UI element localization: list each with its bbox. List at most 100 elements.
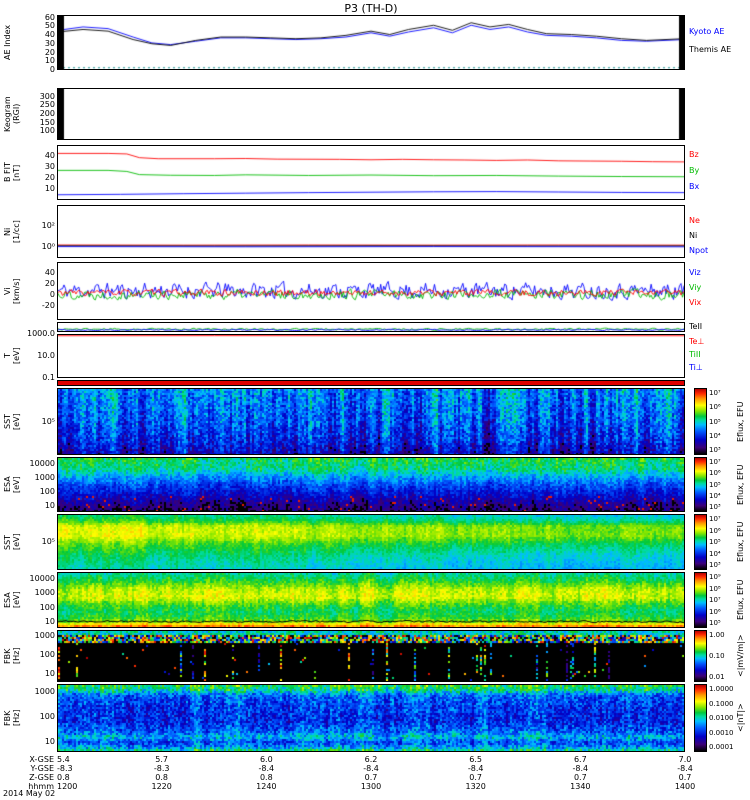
axis-tick-value: 6.0	[259, 755, 273, 764]
esa-ion-y-tick: 1000	[34, 472, 55, 482]
vi-y-axis-label: Vi [km/s]	[3, 278, 21, 304]
axis-tick-value: 0.8	[57, 773, 70, 782]
axis-tick-value: 6.2	[364, 755, 378, 764]
sst-electron-colorbar-tick: 10⁴	[709, 549, 721, 558]
axis-tick-value: 0.7	[573, 773, 587, 782]
vi-canvas	[58, 263, 684, 319]
sst-electron-y-axis-label: SST [eV]	[3, 533, 21, 551]
esa-electron-y-tick: 10	[44, 617, 55, 627]
axis-tick-value: -8.4	[258, 764, 275, 773]
panel-density: Ni [1/cc] 10² 10⁰ Ne Ni Npot	[0, 205, 750, 258]
sst-electron-colorbar	[694, 514, 707, 570]
sst-electron-y-tick: 10⁵	[41, 537, 55, 546]
trace-label-vi-1: Viy	[689, 283, 702, 292]
axis-tick-value: 7.0	[678, 755, 692, 764]
keogram-y-tick: 250	[39, 100, 55, 110]
density-canvas	[58, 206, 684, 257]
vi-y-tick: -20	[41, 301, 55, 311]
trace-label-density-2: Npot	[689, 246, 709, 255]
ae-y-tick: 50	[44, 21, 55, 31]
panel-esa-electron: ESA [eV] 10000 1000 100 10 10⁹ 10⁸ 10⁷ 10⁶ 10⁵ Efl…	[0, 572, 750, 628]
esa-ion-colorbar-tick: 10⁵	[709, 480, 721, 489]
plot-title: P3 (TH-D)	[344, 2, 398, 15]
esa-electron-colorbar-tick: 10⁶	[709, 607, 721, 616]
fbk-b-y-axis-label: FBK [Hz]	[3, 709, 21, 727]
teii-canvas	[58, 323, 684, 331]
sst-ion-colorbar	[694, 388, 707, 455]
esa-electron-colorbar	[694, 572, 707, 628]
sst-electron-colorbar-tick: 10³	[709, 561, 721, 569]
esa-ion-colorbar	[694, 457, 707, 512]
vi-plot-area	[57, 262, 685, 320]
fbk-b-colorbar	[694, 684, 707, 752]
fbk-e-y-tick: 1000	[34, 630, 55, 640]
ae-y-tick: 0	[49, 65, 55, 74]
ae-canvas	[58, 16, 684, 69]
fbk-b-colorbar-unit-label: <|nT|>	[736, 703, 745, 733]
axis-tick-value: 1400	[674, 782, 696, 791]
vi-y-tick: 40	[44, 268, 55, 278]
fbk-b-colorbar-tick: 0.0001	[709, 743, 734, 751]
axis-tick-value: 1300	[360, 782, 382, 791]
trace-label-density-0: Ne	[689, 216, 700, 225]
fbk-e-y-tick: 100	[39, 650, 55, 660]
panel-ae: AE Index 60 50 40 30 20 10 0 Kyoto AE Themis AE	[0, 12, 750, 73]
vi-y-tick: 20	[44, 279, 55, 289]
sst-electron-colorbar-tick: 10⁶	[709, 526, 721, 535]
esa-electron-y-tick: 100	[39, 602, 55, 612]
esa-ion-y-tick: 100	[39, 487, 55, 497]
esa-ion-colorbar-tick: 10⁷	[709, 458, 721, 466]
fbk-e-y-tick: 10	[44, 669, 55, 679]
fbk-b-plot-area	[57, 684, 685, 752]
bfit-plot-area	[57, 145, 685, 200]
keogram-plot-area	[57, 88, 685, 140]
ae-y-tick: 60	[44, 12, 55, 22]
teii-plot-area	[57, 322, 685, 332]
esa-ion-plot-area	[57, 457, 685, 512]
esa-electron-colorbar-tick: 10⁵	[709, 619, 721, 627]
panel-sst-electron: SST [eV] 10⁵ 10⁷ 10⁶ 10⁵ 10⁴ 10³ Eflux, EFU	[0, 514, 750, 570]
trace-label-ae-0: Kyoto AE	[689, 27, 725, 36]
axis-tick-value: 6.7	[573, 755, 587, 764]
flag-bar-plot-area	[57, 380, 685, 386]
panel-flag-bar	[0, 380, 750, 386]
density-y-tick: 10²	[41, 221, 55, 231]
axis-tick-value: -8.3	[153, 764, 170, 773]
axis-tick-value: 0.7	[678, 773, 692, 782]
ae-y-tick: 30	[44, 38, 55, 48]
date-label: 2014 May 02	[3, 789, 56, 798]
temperature-y-tick: 0.1	[42, 373, 55, 382]
esa-ion-colorbar-tick: 10⁴	[709, 491, 721, 500]
esa-electron-canvas	[58, 573, 684, 627]
trace-label-temperature-1: TiII	[689, 350, 701, 359]
fbk-b-y-tick: 1000	[34, 686, 55, 696]
trace-label-teii-0: TeII	[689, 322, 703, 331]
axis-row-label-X-GSE: X-GSE	[29, 755, 54, 764]
sst-ion-colorbar-tick: 10⁵	[709, 417, 721, 426]
axis-tick-value: -8.3	[57, 764, 73, 773]
temperature-plot-area	[57, 334, 685, 378]
fbk-b-colorbar-tick: 0.1000	[709, 699, 734, 708]
fbk-b-y-tick: 100	[39, 711, 55, 721]
axis-tick-value: 1220	[151, 782, 172, 791]
keogram-y-tick: 200	[39, 109, 55, 118]
esa-electron-y-tick: 10000	[29, 573, 55, 583]
temperature-y-tick: 1000.0	[27, 329, 55, 338]
esa-ion-colorbar-tick: 10³	[709, 503, 721, 511]
axis-tick-value: 0.8	[155, 773, 169, 782]
esa-ion-y-tick: 10	[44, 501, 55, 511]
bfit-y-tick: 10	[44, 184, 55, 193]
sst-ion-colorbar-tick: 10⁷	[709, 389, 721, 397]
bfit-y-tick: 30	[44, 162, 55, 171]
sst-electron-colorbar-tick: 10⁷	[709, 515, 721, 523]
axis-row-label-Y-GSE: Y-GSE	[30, 764, 54, 773]
fbk-b-colorbar-tick: 1.0000	[709, 685, 734, 693]
temperature-y-tick: 10.0	[37, 351, 55, 360]
trace-label-temperature-0: Te⊥	[689, 337, 705, 346]
esa-ion-canvas	[58, 458, 684, 511]
panel-vi: Vi [km/s] 40 20 0 -20 Viz Viy Vix	[0, 262, 750, 320]
keogram-y-tick: 150	[39, 117, 55, 127]
sst-ion-colorbar-tick: 10³	[709, 446, 721, 454]
axis-tick-value: 0.7	[364, 773, 378, 782]
